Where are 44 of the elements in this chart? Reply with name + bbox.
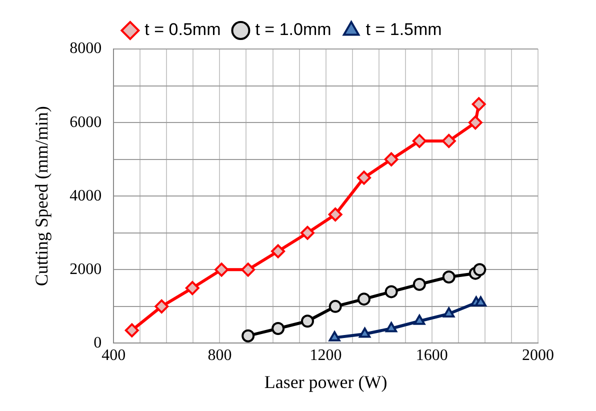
point bbox=[242, 329, 255, 342]
y-tick-label: 4000 bbox=[70, 187, 102, 204]
point bbox=[328, 300, 342, 313]
x-axis-title: Laser power (W) bbox=[264, 372, 388, 392]
point bbox=[328, 331, 340, 342]
point bbox=[384, 285, 398, 298]
point bbox=[473, 263, 486, 276]
point bbox=[272, 322, 285, 335]
y-tick-label: 8000 bbox=[70, 40, 102, 58]
point bbox=[359, 328, 371, 338]
x-tick-label: 2000 bbox=[522, 347, 554, 364]
y-tick-label: 6000 bbox=[70, 114, 102, 131]
point bbox=[214, 262, 229, 277]
y-tick-label: 2000 bbox=[70, 260, 102, 278]
point bbox=[301, 314, 314, 328]
point bbox=[474, 296, 486, 306]
point bbox=[442, 270, 456, 284]
point bbox=[412, 278, 426, 291]
x-tick-label: 1200 bbox=[310, 347, 342, 364]
legend-label: t = 0.5mm bbox=[144, 20, 221, 40]
point bbox=[443, 307, 455, 318]
y-tick-label: 0 bbox=[94, 334, 102, 352]
point bbox=[414, 314, 426, 325]
point bbox=[412, 134, 426, 148]
point bbox=[154, 299, 169, 314]
point bbox=[124, 323, 139, 338]
point bbox=[442, 134, 456, 148]
y-axis-title: Cutting Speed (mm/min) bbox=[32, 106, 52, 286]
point bbox=[271, 244, 286, 258]
point bbox=[356, 170, 371, 185]
point bbox=[357, 292, 370, 306]
x-tick-label: 800 bbox=[208, 347, 232, 364]
x-tick-label: 1600 bbox=[416, 347, 448, 364]
point bbox=[384, 152, 398, 166]
legend-label: t = 1.5mm bbox=[366, 20, 442, 40]
point bbox=[386, 322, 398, 332]
point bbox=[185, 281, 200, 296]
legend-label: t = 1.0mm bbox=[255, 20, 332, 40]
point bbox=[241, 262, 256, 277]
point bbox=[472, 97, 486, 112]
point bbox=[328, 207, 342, 222]
x-tick-label: 400 bbox=[102, 347, 126, 364]
point bbox=[468, 116, 482, 130]
point bbox=[300, 226, 314, 240]
